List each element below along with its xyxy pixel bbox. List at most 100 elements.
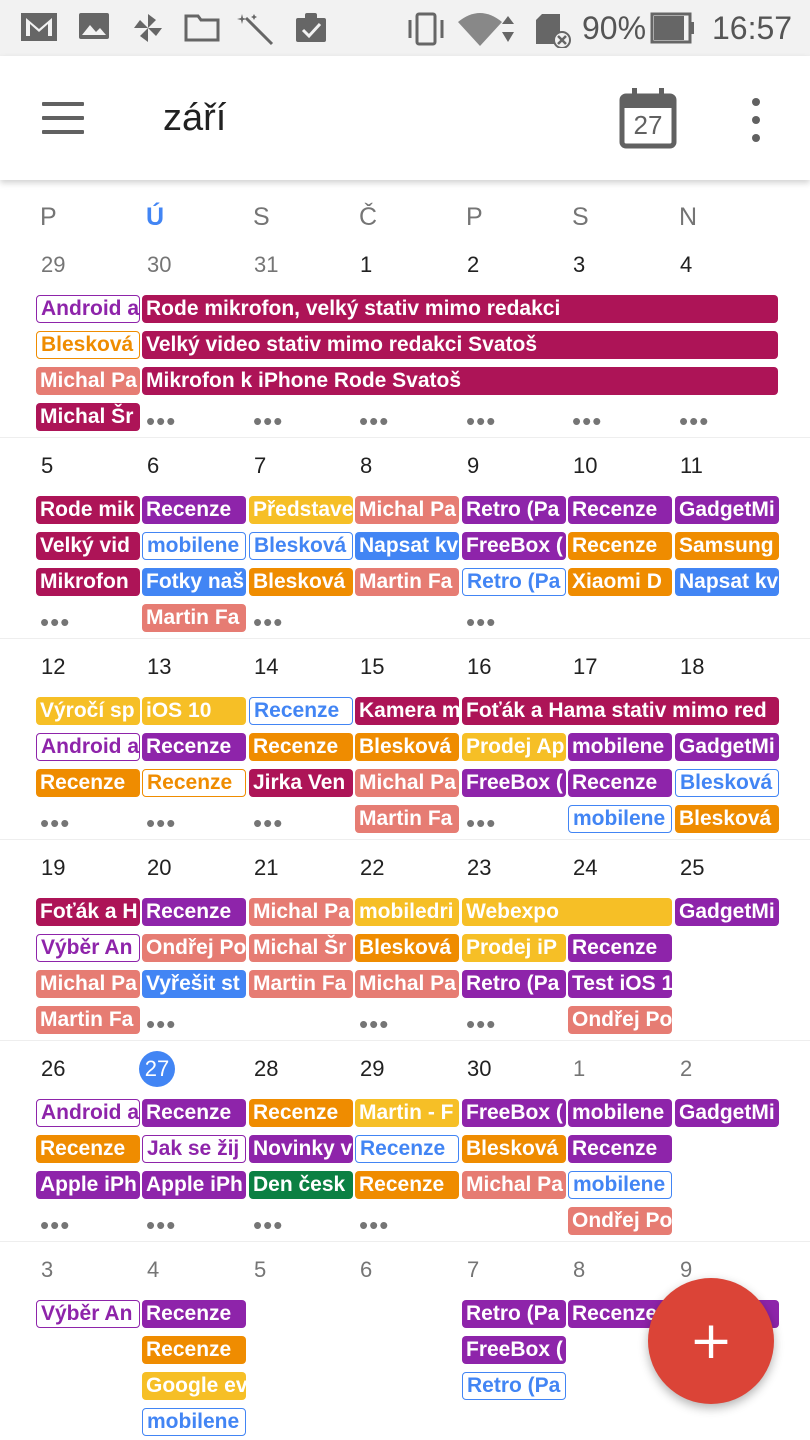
event-chip[interactable]: mobilene <box>568 805 672 833</box>
day-number[interactable]: 25 <box>680 855 705 880</box>
event-chip[interactable]: Foťák a H <box>36 898 140 926</box>
event-chip[interactable]: Velký vid <box>36 532 140 560</box>
day-number[interactable]: 16 <box>467 654 492 679</box>
event-chip[interactable]: Blesková <box>355 934 459 962</box>
event-chip[interactable]: Michal Šr <box>36 403 140 431</box>
day-number[interactable]: 19 <box>41 855 66 880</box>
event-chip[interactable]: Recenze <box>36 1135 140 1163</box>
event-chip[interactable]: Martin - F <box>355 1099 459 1127</box>
event-chip[interactable]: Michal Pa <box>355 970 459 998</box>
more-events-indicator[interactable]: ••• <box>466 607 497 637</box>
more-events-indicator[interactable]: ••• <box>359 1210 390 1240</box>
event-chip[interactable]: Novinky v <box>249 1135 353 1163</box>
event-chip[interactable]: Kamera m <box>355 697 459 725</box>
more-events-indicator[interactable]: ••• <box>253 1210 284 1240</box>
event-chip[interactable]: Xiaomi D <box>568 568 672 596</box>
day-number[interactable]: 31 <box>254 252 279 277</box>
event-chip[interactable]: Recenze <box>355 1135 459 1163</box>
day-number[interactable]: 17 <box>573 654 598 679</box>
day-number[interactable]: 2 <box>467 252 480 277</box>
event-chip[interactable]: Apple iPh <box>142 1171 246 1199</box>
more-events-indicator[interactable]: ••• <box>466 808 497 838</box>
event-chip[interactable]: Michal Pa <box>249 898 353 926</box>
day-number[interactable]: 14 <box>254 654 279 679</box>
day-number[interactable]: 21 <box>254 855 279 880</box>
day-number[interactable]: 29 <box>360 1056 385 1081</box>
event-chip[interactable]: Recenze <box>142 496 246 524</box>
day-number[interactable]: 18 <box>680 654 705 679</box>
event-chip[interactable]: Výročí sp <box>36 697 140 725</box>
day-number[interactable]: 26 <box>41 1056 66 1081</box>
event-chip[interactable]: Retro (Pa <box>462 970 566 998</box>
event-chip[interactable]: Představe <box>249 496 353 524</box>
event-chip[interactable]: Ondřej Po <box>568 1207 672 1235</box>
day-number[interactable]: 15 <box>360 654 385 679</box>
event-chip[interactable]: Android a <box>36 1099 140 1127</box>
event-chip[interactable]: Michal Pa <box>36 367 140 395</box>
event-chip[interactable]: Recenze <box>568 934 672 962</box>
event-chip[interactable]: Výběr An <box>36 934 140 962</box>
day-number[interactable]: 13 <box>147 654 172 679</box>
event-chip[interactable]: FreeBox ( <box>462 1099 566 1127</box>
event-chip[interactable]: FreeBox ( <box>462 769 566 797</box>
event-chip[interactable]: Blesková <box>355 733 459 761</box>
event-chip[interactable]: Martin Fa <box>355 805 459 833</box>
event-chip[interactable]: Martin Fa <box>36 1006 140 1034</box>
day-number[interactable]: 5 <box>254 1257 267 1282</box>
event-chip[interactable]: Recenze <box>142 1099 246 1127</box>
event-chip[interactable]: iOS 10 <box>142 697 246 725</box>
more-events-indicator[interactable]: ••• <box>572 406 603 436</box>
event-chip[interactable]: Martin Fa <box>355 568 459 596</box>
event-chip[interactable]: Napsat kv <box>355 532 459 560</box>
day-number[interactable]: 2 <box>680 1056 693 1081</box>
event-chip[interactable]: Michal Šr <box>249 934 353 962</box>
event-chip[interactable]: FreeBox ( <box>462 532 566 560</box>
day-number[interactable]: 3 <box>573 252 586 277</box>
more-events-indicator[interactable]: ••• <box>146 406 177 436</box>
day-number[interactable]: 8 <box>360 453 373 478</box>
event-chip[interactable]: Recenze <box>249 697 353 725</box>
event-chip[interactable]: Jirka Ven <box>249 769 353 797</box>
day-number[interactable]: 8 <box>573 1257 586 1282</box>
day-number[interactable]: 23 <box>467 855 492 880</box>
event-chip[interactable]: Blesková <box>675 805 779 833</box>
event-chip[interactable]: Retro (Pa <box>462 496 566 524</box>
event-chip[interactable]: Webexpo <box>462 898 672 926</box>
event-chip[interactable]: mobilene <box>568 733 672 761</box>
event-chip[interactable]: Rode mikrofon, velký stativ mimo redakci <box>142 295 778 323</box>
event-chip[interactable]: Prodej iP <box>462 934 566 962</box>
event-chip[interactable]: GadgetMi <box>675 1099 779 1127</box>
event-chip[interactable]: Michal Pa <box>36 970 140 998</box>
day-number[interactable]: 1 <box>360 252 373 277</box>
event-chip[interactable]: Blesková <box>249 532 353 560</box>
day-number[interactable]: 9 <box>680 1257 693 1282</box>
more-events-indicator[interactable]: ••• <box>359 1009 390 1039</box>
day-number-today[interactable]: 27 <box>139 1051 175 1087</box>
day-number[interactable]: 4 <box>680 252 693 277</box>
event-chip[interactable]: mobilene <box>568 1099 672 1127</box>
event-chip[interactable]: Recenze <box>568 1300 672 1328</box>
event-chip[interactable]: Blesková <box>675 769 779 797</box>
event-chip[interactable]: Michal Pa <box>462 1171 566 1199</box>
event-chip[interactable]: Jak se žij <box>142 1135 246 1163</box>
more-events-indicator[interactable]: ••• <box>40 607 71 637</box>
event-chip[interactable]: Ondřej Po <box>142 934 246 962</box>
event-chip[interactable]: Michal Pa <box>355 769 459 797</box>
event-chip[interactable]: Vyřešit st <box>142 970 246 998</box>
more-events-indicator[interactable]: ••• <box>146 1009 177 1039</box>
day-number[interactable]: 7 <box>254 453 267 478</box>
day-number[interactable]: 10 <box>573 453 598 478</box>
more-events-indicator[interactable]: ••• <box>253 808 284 838</box>
day-number[interactable]: 24 <box>573 855 598 880</box>
event-chip[interactable]: Google ev <box>142 1372 246 1400</box>
event-chip[interactable]: mobilene <box>142 1408 246 1436</box>
event-chip[interactable]: Recenze <box>142 733 246 761</box>
day-number[interactable]: 5 <box>41 453 54 478</box>
more-events-indicator[interactable]: ••• <box>253 406 284 436</box>
event-chip[interactable]: Retro (Pa <box>462 1300 566 1328</box>
event-chip[interactable]: Výběr An <box>36 1300 140 1328</box>
more-events-indicator[interactable]: ••• <box>253 607 284 637</box>
event-chip[interactable]: Samsung <box>675 532 779 560</box>
event-chip[interactable]: Recenze <box>36 769 140 797</box>
day-number[interactable]: 1 <box>573 1056 586 1081</box>
